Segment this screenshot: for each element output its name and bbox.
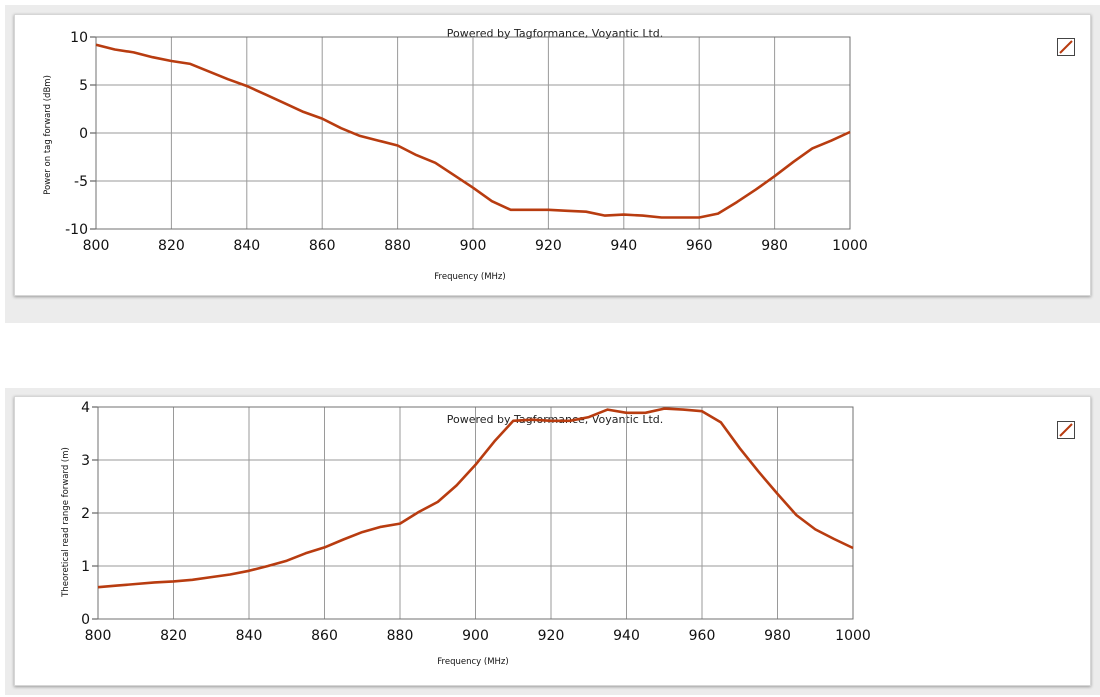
plot-frame	[97, 406, 854, 620]
x-tick-label: 800	[83, 238, 110, 254]
x-tick-label: 800	[85, 628, 112, 644]
legend-toggle[interactable]	[1057, 38, 1075, 56]
series-line	[97, 407, 854, 589]
x-tick-label: 860	[309, 238, 336, 254]
gridlines	[95, 36, 851, 230]
y-axis-label: Theoretical read range forward (m)	[61, 447, 71, 598]
x-tick-label: 900	[462, 628, 489, 644]
y-tick-label: 3	[81, 453, 90, 469]
x-axis-label: Frequency (MHz)	[434, 272, 505, 282]
legend-toggle[interactable]	[1057, 421, 1075, 439]
x-tick-label: 920	[538, 628, 565, 644]
chart-credit: Powered by Tagformance, Voyantic Ltd.	[447, 27, 664, 40]
x-tick-label: 860	[311, 628, 338, 644]
x-tick-label: 960	[686, 238, 713, 254]
x-tick-label: 880	[387, 628, 414, 644]
x-tick-label: 980	[764, 628, 791, 644]
x-tick-label: 900	[460, 238, 487, 254]
power-chart: Powered by Tagformance, Voyantic Ltd. Fr…	[43, 27, 868, 282]
y-tick-label: 0	[81, 612, 90, 628]
y-tick-label: 2	[81, 506, 90, 522]
y-tick-label: -5	[74, 174, 88, 190]
y-tick-label: 4	[81, 400, 90, 416]
x-tick-label: 820	[160, 628, 187, 644]
y-tick-label: 1	[81, 559, 90, 575]
x-tick-label: 940	[613, 628, 640, 644]
x-tick-label: 820	[158, 238, 185, 254]
x-tick-label: 960	[689, 628, 716, 644]
x-tick-label: 940	[610, 238, 637, 254]
series-line	[95, 43, 851, 219]
x-axis-label: Frequency (MHz)	[437, 657, 508, 667]
y-tick-label: 0	[79, 126, 88, 142]
y-tick-label: -10	[65, 222, 88, 238]
line-legend-icon	[1059, 40, 1073, 54]
x-tick-label: 1000	[835, 628, 871, 644]
x-tick-label: 980	[761, 238, 788, 254]
x-tick-label: 840	[233, 238, 260, 254]
read-range-chart: Powered by Tagformance, Voyantic Ltd. Fr…	[61, 400, 871, 667]
chart-panel-read-range: Powered by Tagformance, Voyantic Ltd. Fr…	[14, 396, 1091, 686]
x-tick-label: 920	[535, 238, 562, 254]
y-tick-label: 5	[79, 78, 88, 94]
gridlines	[97, 406, 854, 620]
x-tick-label: 1000	[832, 238, 868, 254]
chart-panel-power: Powered by Tagformance, Voyantic Ltd. Fr…	[14, 14, 1091, 296]
x-tick-label: 840	[236, 628, 263, 644]
y-tick-label: 10	[70, 30, 88, 46]
line-legend-icon	[1059, 423, 1073, 437]
x-tick-label: 880	[384, 238, 411, 254]
y-axis-label: Power on tag forward (dBm)	[43, 75, 53, 195]
